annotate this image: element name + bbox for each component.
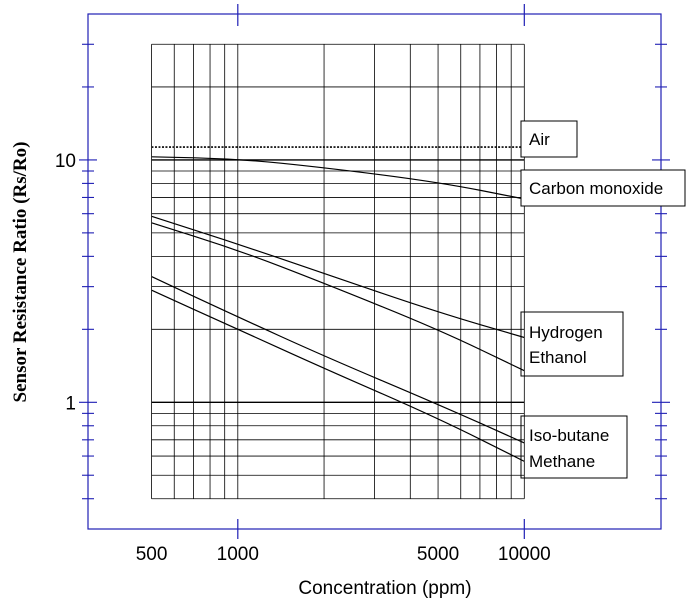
series-label-iso-butane: Iso-butane <box>529 426 609 445</box>
x-tick-label: 10000 <box>498 544 551 565</box>
plot-border <box>87 13 662 530</box>
series-label-ethanol: Ethanol <box>529 348 587 367</box>
series-label-hydrogen: Hydrogen <box>529 323 603 342</box>
y-axis-title: Sensor Resistance Ratio (Rs/Ro) <box>10 142 31 403</box>
series-line-iso-butane <box>151 276 525 444</box>
x-tick-label: 500 <box>136 544 168 565</box>
series-line-hydrogen <box>151 215 525 339</box>
y-tick-label: 1 <box>65 393 76 414</box>
series-label-box <box>520 169 686 207</box>
series-labels: Air Carbon monoxide Hydrogen Ethanol Iso-but… <box>520 120 686 479</box>
series-line-methane <box>151 289 525 462</box>
series-label-box <box>520 120 578 158</box>
tick-labels: 500 1000 5000 10000 1 10 <box>55 151 551 565</box>
y-tick-label: 10 <box>55 151 76 172</box>
series-label-methane: Methane <box>529 452 595 471</box>
series-label-box <box>520 415 628 479</box>
grid <box>151 43 525 500</box>
series-label-box <box>520 311 624 377</box>
x-tick-label: 5000 <box>417 544 459 565</box>
series-label-carbon-monoxide: Carbon monoxide <box>529 179 663 198</box>
x-tick-label: 1000 <box>217 544 259 565</box>
series-line-carbon-monoxide <box>151 156 525 200</box>
series-line-ethanol <box>151 222 525 372</box>
series-lines <box>151 146 525 462</box>
x-axis-title: Concentration (ppm) <box>298 578 471 599</box>
plot-frame <box>79 4 670 539</box>
series-label-air: Air <box>529 130 550 149</box>
